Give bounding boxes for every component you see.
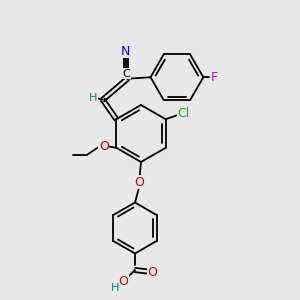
Text: H: H bbox=[110, 283, 119, 293]
Text: H: H bbox=[89, 93, 98, 103]
Text: N: N bbox=[121, 45, 130, 58]
Text: O: O bbox=[118, 275, 128, 288]
Text: Cl: Cl bbox=[178, 107, 190, 120]
Text: C: C bbox=[122, 69, 130, 79]
Text: O: O bbox=[147, 266, 157, 280]
Text: F: F bbox=[211, 71, 218, 84]
Text: O: O bbox=[99, 140, 109, 153]
Text: O: O bbox=[135, 176, 144, 189]
